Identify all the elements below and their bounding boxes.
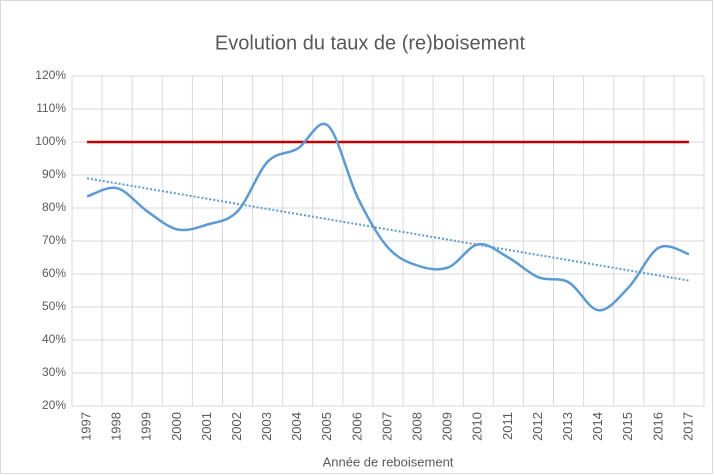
y-tick-label: 100% [35,134,66,148]
x-tick-label: 2004 [289,412,304,441]
x-tick-label: 2002 [229,412,244,441]
x-tick-label: 1998 [109,412,124,441]
x-tick-label: 2003 [259,412,274,441]
y-tick-label: 20% [42,398,66,412]
x-tick-label: 2015 [620,412,635,441]
x-tick-label: 2008 [410,412,425,441]
data-line [86,122,690,312]
x-tick-label: 2016 [650,412,665,441]
x-tick-label: 2007 [379,412,394,441]
x-tick-label: 1999 [139,412,154,441]
x-tick-label: 2010 [470,412,485,441]
x-tick-label: 2006 [349,412,364,441]
y-tick-label: 70% [42,233,66,247]
y-tick-label: 40% [42,332,66,346]
x-tick-label: 2014 [590,412,605,441]
y-tick-label: 30% [42,365,66,379]
x-tick-label: 2017 [680,412,695,441]
x-tick-label: 2012 [530,412,545,441]
y-tick-label: 50% [42,299,66,313]
trendline [86,177,690,282]
x-tick-label: 1997 [78,412,93,441]
y-tick-label: 120% [35,68,66,82]
chart-title: Evolution du taux de (re)boisement [215,32,526,54]
y-tick-label: 60% [42,266,66,280]
x-tick-label: 2009 [440,412,455,441]
x-tick-label: 2001 [199,412,214,441]
x-axis-title: Année de reboisement [323,454,454,469]
x-tick-label: 2013 [560,412,575,441]
y-tick-label: 110% [36,101,66,115]
x-tick-label: 2000 [169,412,184,441]
x-tick-label: 2011 [500,412,515,440]
y-tick-label: 80% [42,200,66,214]
y-tick-label: 90% [42,167,66,181]
x-tick-label: 2005 [319,412,334,441]
